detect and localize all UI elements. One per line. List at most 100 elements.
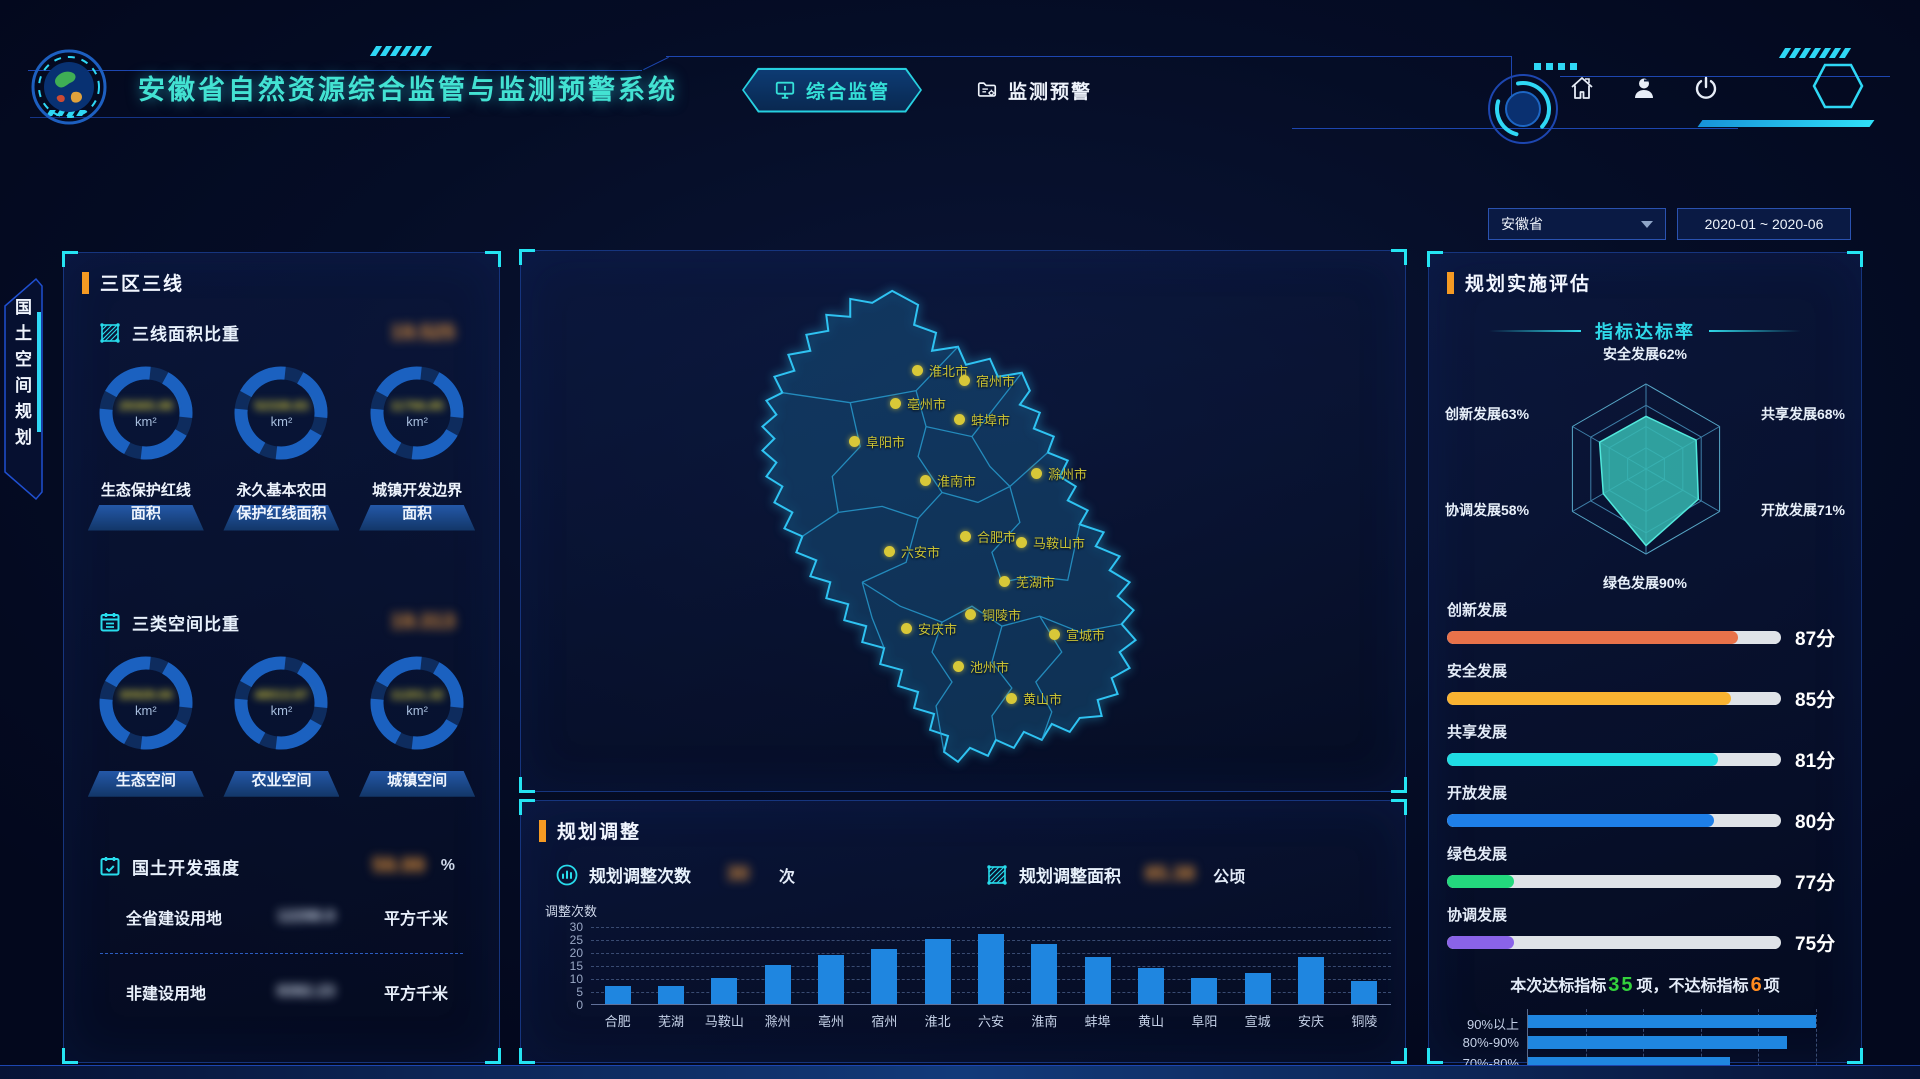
gauge-value: 48013.87 — [254, 687, 309, 702]
map-city-marker[interactable]: 黄山市 — [1006, 689, 1062, 708]
map-city-marker[interactable]: 宿州市 — [959, 371, 1015, 390]
header-line — [1292, 128, 1738, 129]
section-kaifa-header: 国土开发强度 59.99 % — [64, 854, 499, 879]
gauge: 48013.87 km² 农业空间 — [218, 655, 344, 797]
region-select[interactable]: 安徽省 — [1488, 208, 1666, 240]
gauge-unit: km² — [406, 703, 428, 718]
pedestal-decoration — [359, 770, 476, 797]
progress-track — [1447, 814, 1781, 827]
gridline — [591, 927, 1391, 928]
progress-track — [1447, 875, 1781, 888]
city-dot-icon — [901, 623, 912, 634]
map-city-marker[interactable]: 阜阳市 — [849, 432, 905, 451]
x-axis-label: 铜陵 — [1351, 1014, 1378, 1029]
panel-guihua-shishi-pinggu: 规划实施评估 指标达标率 安全发展62% 共享发展68% 开放发展71% 绿色发展90… — [1427, 251, 1863, 1079]
city-name: 淮北市 — [929, 364, 969, 379]
map-city-marker[interactable]: 池州市 — [953, 657, 1009, 676]
score-value: 85分 — [1795, 690, 1836, 711]
score-value: 77分 — [1795, 873, 1836, 894]
panel-title: 三区三线 — [64, 253, 499, 296]
map-city-marker[interactable]: 安庆市 — [901, 619, 957, 638]
nav-item-2[interactable]: 监测预警 — [976, 77, 1092, 104]
city-name: 合肥市 — [977, 530, 1017, 545]
side-tab-guotukongjianguihua[interactable]: 国土空间规划 — [2, 272, 48, 506]
title-line-decoration — [1709, 330, 1801, 332]
sanlei-ratio-value: 19.313 — [390, 610, 455, 633]
adjust-chart-plot: 0 5 10 15 20 25 30 合肥 芜湖 马鞍山 滁州 亳州 宿州 淮北 六安 淮南 蚌埠 黄山 阜阳 宣城 安… — [570, 920, 1391, 1029]
map-city-marker[interactable]: 滁州市 — [1031, 464, 1087, 483]
city-name: 宿州市 — [976, 374, 1016, 389]
gauge-unit: km² — [406, 413, 428, 429]
map-city-marker[interactable]: 六安市 — [884, 542, 940, 561]
gauge-unit: km² — [134, 413, 157, 429]
map-city-marker[interactable]: 芜湖市 — [999, 572, 1055, 591]
summary-line: 本次达标指标 35 项，不达标指标 6 项 — [1510, 974, 1780, 996]
city-name: 芜湖市 — [1016, 575, 1056, 590]
radar-axis-label: 共享发展68% — [1760, 406, 1845, 422]
score-bar-label: 绿色发展 — [1447, 846, 1508, 863]
score-bar-row: 共享发展 81分 — [1447, 721, 1843, 773]
adjust-area-value: 85.38 — [1145, 863, 1196, 885]
city-name: 铜陵市 — [982, 608, 1022, 623]
radar-axis-label: 开放发展71% — [1760, 502, 1845, 518]
bar — [1528, 1036, 1788, 1049]
score-bar-row: 安全发展 85分 — [1447, 660, 1843, 712]
user-button[interactable] — [1630, 74, 1658, 107]
gauge-label: 生态空间 — [83, 769, 209, 797]
hatched-area-icon — [100, 322, 120, 343]
city-dot-icon — [1049, 629, 1060, 640]
map-city-marker[interactable]: 蚌埠市 — [954, 410, 1010, 429]
sanxian-gauges: 29365.98 km² 生态保护红线 面积 52338.83 km² 永久基本农田 保护红线… — [64, 365, 499, 531]
header-stripes-decoration — [369, 46, 433, 56]
x-axis-label: 滁州 — [764, 1014, 791, 1029]
gauge-value: 11201.32 — [390, 687, 444, 702]
bar — [764, 965, 791, 1004]
pedestal-decoration — [87, 770, 204, 797]
map-city-marker[interactable]: 淮南市 — [920, 471, 976, 490]
nav-item-1[interactable]: 综合监管 — [742, 68, 922, 113]
circle-decoration — [1488, 74, 1558, 144]
globe-logo-icon — [31, 49, 107, 125]
gauge-value: 52338.83 — [254, 397, 309, 413]
x-axis-label: 马鞍山 — [704, 1014, 744, 1029]
map-city-marker[interactable]: 淮北市 — [912, 361, 968, 380]
power-button[interactable] — [1692, 74, 1720, 107]
bar — [978, 933, 1004, 1004]
construction-land-row: 全省建设用地 12298.9 平方千米 — [126, 907, 449, 928]
radar-chart: 安全发展62% 共享发展68% 开放发展71% 绿色发展90% 协调发展58% 创新发展6… — [1429, 346, 1861, 591]
pass-count: 35 — [1608, 974, 1635, 996]
map-city-marker[interactable]: 合肥市 — [960, 527, 1016, 546]
score-bar-row: 创新发展 87分 — [1447, 599, 1843, 651]
gauge-label: 农业空间 — [218, 769, 344, 797]
map-city-marker[interactable]: 亳州市 — [890, 394, 946, 413]
grade-label: 90%以上 — [1466, 1017, 1519, 1032]
divider — [100, 952, 463, 954]
date-range-picker[interactable]: 2020-01 ~ 2020-06 — [1677, 208, 1851, 240]
home-button[interactable] — [1568, 74, 1596, 107]
pedestal-decoration — [87, 504, 204, 531]
gauge-ring-icon — [234, 366, 328, 460]
adjust-bar-chart: 调整次数 0 5 10 15 20 25 30 合肥 芜湖 马鞍山 滁州 亳州 宿州 淮北 六安 淮南 蚌埠 黄山… — [545, 901, 1395, 1056]
map-city-marker[interactable]: 宣城市 — [1049, 625, 1105, 644]
radar-axis-label: 协调发展58% — [1445, 502, 1530, 518]
title-accent-bar — [1447, 271, 1454, 294]
hatched-area-icon — [985, 863, 1009, 887]
progress-fill — [1447, 692, 1731, 705]
map-city-marker[interactable]: 马鞍山市 — [1016, 533, 1085, 552]
home-icon — [1571, 77, 1593, 99]
footer-decoration — [0, 1065, 1920, 1079]
gauge: 11201.32 km² 城镇空间 — [354, 655, 480, 797]
map-city-marker[interactable]: 铜陵市 — [965, 605, 1021, 624]
city-name: 六安市 — [901, 545, 941, 560]
city-dot-icon — [953, 661, 964, 672]
calendar-icon — [100, 613, 120, 632]
progress-fill — [1447, 936, 1514, 949]
calendar-check-icon — [98, 854, 122, 878]
y-axis-title: 调整次数 — [545, 904, 598, 919]
y-axis-tick: 10 — [569, 972, 583, 986]
date-range-value: 2020-01 ~ 2020-06 — [1704, 216, 1824, 232]
score-value: 75分 — [1795, 934, 1836, 955]
sanlei-gauges: 30928.66 km² 生态空间 48013.87 km² 农业空间 11201.32 km… — [64, 655, 499, 797]
main-nav: 综合监管 监测预警 — [742, 66, 1092, 114]
